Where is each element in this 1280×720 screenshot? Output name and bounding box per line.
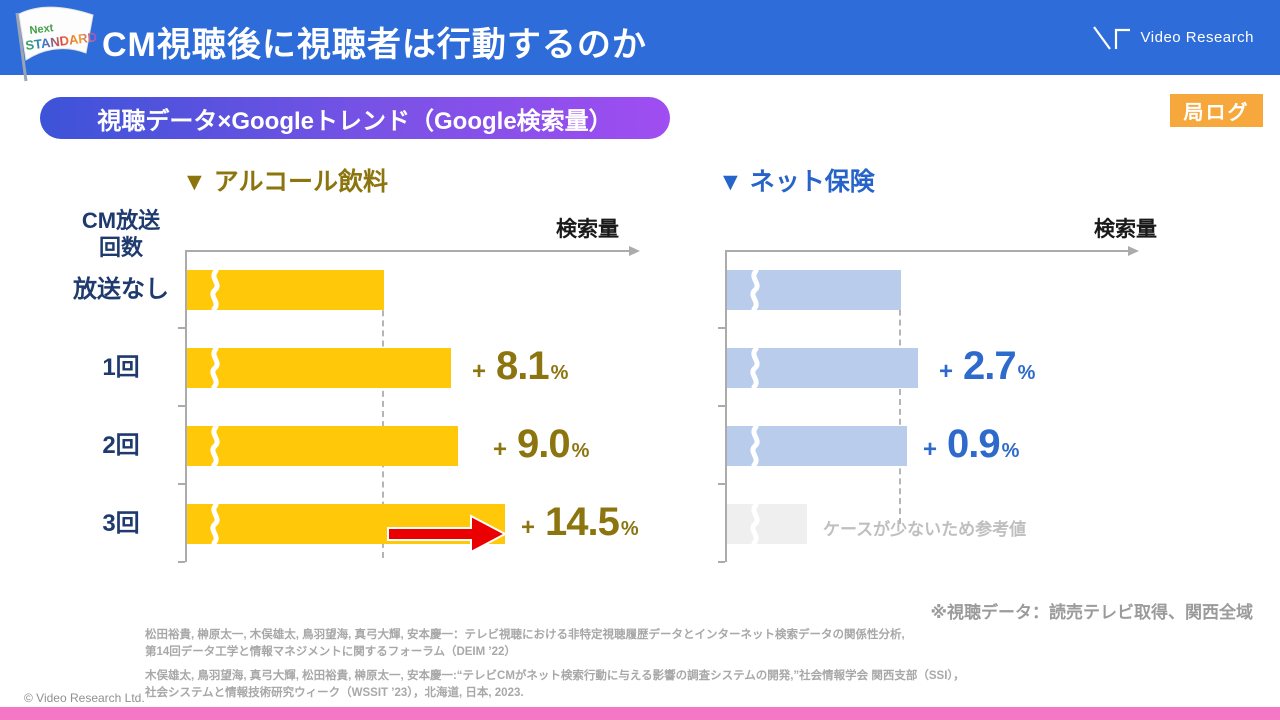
category-label-放送なし: 放送なし bbox=[73, 276, 169, 303]
axis-break-icon bbox=[210, 270, 220, 310]
bar-2回 bbox=[187, 426, 458, 466]
flag-text-next: Next bbox=[29, 22, 54, 37]
chart-title-alcohol: ▼ アルコール飲料 bbox=[182, 168, 388, 196]
chart-insurance: +2.7% +0.9% ケースが少ないため参考値 bbox=[718, 246, 1139, 563]
axis-tick bbox=[718, 483, 725, 485]
delta-label: +0.9% bbox=[923, 424, 1019, 464]
category-label-1回: 1回 bbox=[102, 354, 140, 381]
axis-break-icon bbox=[750, 270, 760, 310]
delta-value: 9.0 bbox=[517, 422, 571, 466]
kyoku-log-badge: 局ログ bbox=[1170, 94, 1263, 127]
x-axis-label-left: 検索量 bbox=[556, 218, 619, 241]
delta-label: +8.1% bbox=[472, 346, 568, 386]
video-research-logo: Video Research bbox=[1092, 22, 1254, 52]
delta-plus: + bbox=[493, 436, 508, 463]
axis-tick bbox=[718, 561, 725, 563]
delta-label: +9.0% bbox=[493, 424, 589, 464]
highlight-arrow-icon bbox=[387, 514, 507, 554]
y-axis-title-line2: 回数 bbox=[98, 235, 143, 260]
x-axis-line bbox=[185, 250, 629, 252]
axis-break-icon bbox=[210, 426, 220, 466]
method-badge: 視聴データ×Googleトレンド（Google検索量） bbox=[40, 97, 670, 139]
bar-3回 bbox=[727, 504, 807, 544]
x-axis-label-right: 検索量 bbox=[1094, 218, 1157, 241]
y-axis-line bbox=[725, 250, 727, 562]
axis-break-icon bbox=[210, 348, 220, 388]
bottom-accent-bar bbox=[0, 707, 1280, 720]
reference-2-line-2: 社会システムと情報技術研究ウィーク（WSSIT ’23），北海道, 日本, 20… bbox=[145, 687, 524, 699]
axis-break-icon bbox=[210, 504, 220, 544]
data-source-note: ※視聴データ：読売テレビ取得、関西全域 bbox=[930, 603, 1253, 622]
reference-gap bbox=[145, 661, 965, 668]
axis-break-icon bbox=[750, 426, 760, 466]
category-label-2回: 2回 bbox=[102, 432, 140, 459]
delta-unit: % bbox=[620, 518, 639, 540]
reference-1-line-1: 松田裕貴, 榊原太一, 木俣雄太, 鳥羽望海, 真弓大輝, 安本慶一：テレビ視聴… bbox=[145, 629, 905, 641]
vr-mark-icon bbox=[1092, 26, 1130, 50]
axis-tick bbox=[178, 483, 185, 485]
delta-label: +2.7% bbox=[939, 346, 1035, 386]
method-badge-label: 視聴データ×Googleトレンド（Google検索量） bbox=[97, 107, 613, 135]
reference-2-line-1: 木俣雄太, 鳥羽望海, 真弓大輝, 松田裕貴, 榊原太一, 安本慶一:“テレビC… bbox=[145, 670, 965, 682]
delta-unit: % bbox=[1001, 440, 1020, 462]
delta-unit: % bbox=[571, 440, 590, 462]
delta-unit: % bbox=[1017, 362, 1036, 384]
y-axis-line bbox=[185, 250, 187, 562]
baseline-dashed-line bbox=[899, 270, 901, 524]
delta-value: 2.7 bbox=[963, 344, 1017, 388]
reference-1-line-2: 第14回データ工学と情報マネジメントに関するフォーラム（DEIM ’22） bbox=[145, 646, 516, 658]
axis-break-icon bbox=[750, 504, 760, 544]
x-axis-arrowhead-icon bbox=[629, 246, 640, 256]
category-label-3回: 3回 bbox=[102, 510, 140, 537]
delta-plus: + bbox=[472, 358, 487, 385]
axis-tick bbox=[178, 561, 185, 563]
delta-plus: + bbox=[939, 358, 954, 385]
baseline-dashed-line bbox=[382, 270, 384, 558]
category-label-column: CM放送 回数 放送なし 1回 2回 3回 bbox=[56, 208, 186, 562]
chart-title-insurance: ▼ ネット保険 bbox=[718, 168, 875, 196]
delta-plus: + bbox=[521, 514, 536, 541]
x-axis-arrowhead-icon bbox=[1128, 246, 1139, 256]
delta-label: +14.5% bbox=[521, 502, 639, 542]
bar-放送なし bbox=[727, 270, 901, 310]
x-axis-line bbox=[725, 250, 1128, 252]
bar-放送なし bbox=[187, 270, 384, 310]
axis-tick bbox=[178, 405, 185, 407]
bar-2回 bbox=[727, 426, 907, 466]
axis-tick bbox=[178, 327, 185, 329]
delta-value: 0.9 bbox=[947, 422, 1001, 466]
references: 松田裕貴, 榊原太一, 木俣雄太, 鳥羽望海, 真弓大輝, 安本慶一：テレビ視聴… bbox=[145, 627, 965, 702]
slide-title: CM視聴後に視聴者は行動するのか bbox=[102, 26, 647, 64]
delta-unit: % bbox=[550, 362, 569, 384]
reference-note: ケースが少ないため参考値 bbox=[823, 520, 1027, 539]
delta-value: 14.5 bbox=[545, 500, 620, 544]
header-bar: Next STANDARD CM視聴後に視聴者は行動するのか Video Res… bbox=[0, 0, 1280, 82]
brand-name: Video Research bbox=[1140, 28, 1254, 46]
axis-tick bbox=[718, 327, 725, 329]
y-axis-title-line1: CM放送 bbox=[81, 208, 161, 233]
axis-break-icon bbox=[750, 348, 760, 388]
bar-1回 bbox=[187, 348, 451, 388]
delta-value: 8.1 bbox=[496, 344, 550, 388]
next-standard-flag-icon: Next STANDARD bbox=[15, 6, 98, 82]
delta-plus: + bbox=[923, 436, 938, 463]
chart-alcohol: +8.1% +9.0% +14.5% bbox=[178, 246, 640, 563]
bar-1回 bbox=[727, 348, 918, 388]
axis-tick bbox=[718, 405, 725, 407]
copyright: © Video Research Ltd. bbox=[24, 691, 145, 705]
